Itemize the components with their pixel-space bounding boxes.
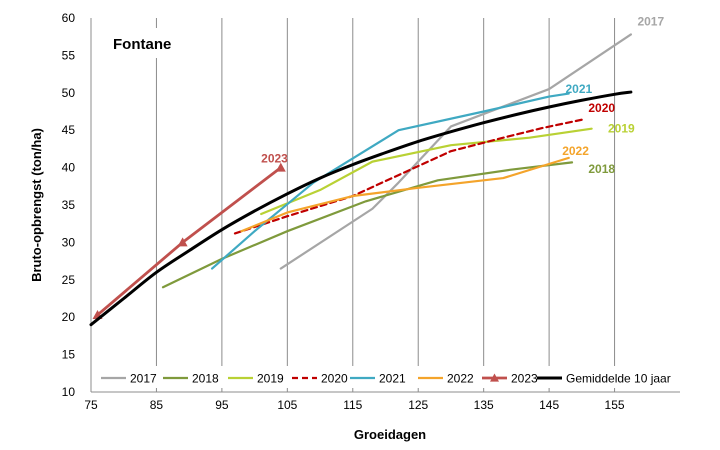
x-axis-label: Groeidagen: [354, 427, 426, 442]
x-tick-label: 85: [150, 398, 164, 412]
series-label-2019: 2019: [608, 122, 635, 136]
axis-layer: 10 15 20 25 30 35 40 45 50 55 60 75 85 95 105 115 125 135…: [62, 11, 680, 412]
y-tick-label: 40: [62, 161, 76, 175]
series-layer: [89, 33, 633, 327]
series-label-layer: 2017 2018 2019 2020 2021 2022 2023: [261, 15, 664, 176]
series-label-2020: 2020: [588, 101, 615, 115]
series-line-2020: [233, 118, 583, 235]
series-line-2019: [260, 127, 593, 216]
series-label-2018: 2018: [588, 162, 615, 176]
series-line-2017: [279, 33, 633, 270]
x-tick-label: 115: [343, 398, 362, 412]
y-tick-label: 35: [62, 198, 76, 212]
series-marker-2023: [275, 162, 286, 172]
x-tick-label: 75: [84, 398, 98, 412]
x-tick-label: 95: [215, 398, 229, 412]
series-label-2022: 2022: [562, 144, 589, 158]
legend-label-2019: 2019: [257, 372, 284, 386]
legend-label-2021: 2021: [379, 372, 406, 386]
x-tick-label: 105: [277, 398, 297, 412]
y-tick-label: 15: [62, 348, 76, 362]
x-tick-label: 155: [605, 398, 625, 412]
chart-legend: 2017 2018 2019 2020 2021 2022 2023 Gemiddelde 1…: [96, 366, 671, 388]
legend-label-2017: 2017: [130, 372, 157, 386]
x-tick-label: 145: [539, 398, 559, 412]
y-tick-label: 30: [62, 235, 76, 249]
legend-label-gemiddelde-10-jaar: Gemiddelde 10 jaar: [566, 372, 671, 386]
legend-background: [96, 366, 656, 388]
y-tick-label: 45: [62, 123, 76, 137]
y-tick-label: 10: [62, 385, 76, 399]
series-line-gemiddelde-10-jaar: [89, 90, 633, 327]
series-line-2022: [240, 156, 570, 233]
series-label-2023: 2023: [261, 152, 288, 166]
y-tick-label: 20: [62, 310, 76, 324]
y-tick-label: 60: [62, 11, 76, 25]
series-marker-2023: [177, 237, 188, 247]
y-axis-label: Bruto-opbrengst (ton/ha): [29, 128, 44, 282]
chart-title: Fontane: [113, 36, 171, 53]
grid-layer: [90, 18, 616, 392]
x-tick-label: 135: [474, 398, 494, 412]
series-line-2021: [210, 92, 570, 270]
legend-label-2023: 2023: [511, 372, 538, 386]
series-label-2021: 2021: [565, 82, 592, 96]
legend-label-2020: 2020: [321, 372, 348, 386]
y-tick-label: 50: [62, 86, 76, 100]
x-tick-label: 125: [408, 398, 428, 412]
y-tick-label: 55: [62, 48, 76, 62]
legend-label-2018: 2018: [192, 372, 219, 386]
series-label-2017: 2017: [637, 15, 664, 29]
y-tick-label: 25: [62, 273, 76, 287]
chart-title-box: [106, 28, 176, 58]
legend-marker-2023: [490, 373, 499, 382]
legend-label-2022: 2022: [447, 372, 474, 386]
